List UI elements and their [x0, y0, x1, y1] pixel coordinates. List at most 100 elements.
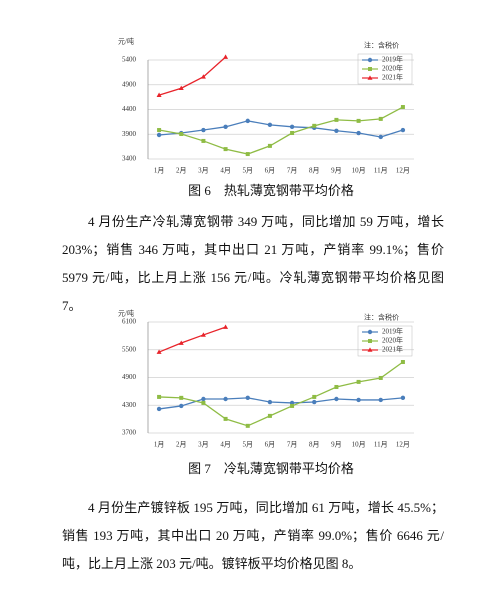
marker [245, 118, 250, 124]
marker [157, 394, 162, 399]
marker [156, 406, 162, 412]
x-tick-label: 11月 [374, 167, 388, 175]
marker [368, 67, 372, 71]
y-axis-label: 元/吨 [118, 37, 134, 46]
x-tick-label: 4月 [220, 441, 231, 449]
x-tick-label: 3月 [198, 441, 209, 449]
legend-label: 2021年 [382, 73, 403, 82]
x-tick-label: 8月 [309, 441, 320, 449]
marker [356, 130, 361, 136]
marker [378, 116, 383, 121]
y-tick-label: 4900 [122, 373, 137, 381]
marker [223, 147, 228, 152]
marker [312, 394, 317, 399]
marker [267, 413, 272, 418]
paragraph: 4 月份生产镀锌板 195 万吨，同比增加 61 万吨，增长 45.5%；销售 … [62, 500, 444, 571]
legend-label: 2020年 [382, 336, 403, 345]
marker [179, 132, 184, 137]
marker [367, 75, 373, 80]
series-line [158, 397, 403, 410]
series-line [158, 56, 227, 96]
caption: 图 7 冷轧薄宽钢带平均价格 [188, 461, 354, 476]
marker [290, 403, 295, 408]
marker [223, 396, 228, 402]
y-tick-label: 3900 [122, 130, 137, 138]
marker [367, 347, 373, 352]
x-tick-label: 2月 [176, 441, 187, 449]
x-tick-label: 2月 [176, 167, 187, 175]
marker [156, 349, 162, 354]
y-axis-label: 元/吨 [118, 309, 134, 318]
x-tick-label: 8月 [309, 167, 320, 175]
marker [245, 423, 250, 428]
marker [156, 92, 162, 97]
marker [378, 134, 383, 140]
marker [290, 131, 295, 136]
x-tick-label: 7月 [287, 167, 298, 175]
marker [378, 375, 383, 380]
x-tick-label: 3月 [198, 167, 209, 175]
y-tick-label: 4300 [122, 401, 137, 409]
marker [356, 379, 361, 384]
annotation: 注：含税价 [364, 41, 399, 50]
legend-box [357, 53, 413, 85]
x-tick-label: 6月 [265, 441, 276, 449]
marker [201, 400, 206, 405]
marker [378, 397, 383, 403]
marker [201, 138, 206, 143]
marker [356, 118, 361, 123]
x-tick-label: 5月 [243, 167, 254, 175]
series-line [158, 106, 404, 155]
x-tick-label: 11月 [374, 441, 388, 449]
x-tick-label: 6月 [265, 167, 276, 175]
marker [223, 324, 229, 329]
marker [223, 124, 228, 130]
marker [312, 123, 317, 128]
x-tick-label: 12月 [396, 441, 410, 449]
legend-box [357, 325, 413, 357]
marker [356, 397, 361, 403]
marker [334, 128, 339, 133]
legend-label: 2020年 [382, 64, 403, 73]
marker [334, 384, 339, 389]
marker [179, 403, 184, 409]
y-tick-label: 6100 [122, 318, 137, 326]
y-tick-label: 3400 [122, 155, 137, 163]
y-tick-label: 5400 [122, 56, 137, 64]
x-tick-label: 5月 [243, 441, 254, 449]
marker [312, 399, 317, 405]
marker [200, 74, 206, 79]
y-tick-label: 4400 [122, 105, 137, 113]
marker [245, 152, 250, 157]
paragraph: 4 月份生产冷轧薄宽钢带 349 万吨，同比增加 59 万吨，增长 203%；销… [62, 214, 444, 313]
marker [334, 117, 339, 122]
marker [367, 329, 373, 335]
marker [267, 122, 273, 128]
marker [267, 143, 272, 148]
x-tick-label: 9月 [331, 441, 342, 449]
legend-label: 2019年 [382, 327, 403, 336]
x-tick-label: 4月 [220, 167, 231, 175]
x-tick-label: 7月 [287, 441, 298, 449]
marker [400, 127, 406, 133]
marker [201, 127, 206, 133]
marker [400, 395, 406, 401]
marker [157, 128, 162, 133]
series-line [158, 326, 226, 353]
marker [178, 340, 184, 345]
marker [223, 54, 229, 59]
marker [400, 105, 405, 110]
x-tick-label: 10月 [352, 167, 366, 175]
legend-label: 2019年 [382, 55, 403, 64]
marker [334, 396, 339, 402]
series-line [159, 361, 404, 427]
marker [201, 396, 206, 402]
y-tick-label: 3700 [122, 429, 137, 437]
marker [156, 132, 162, 138]
x-tick-label: 1月 [154, 441, 165, 449]
y-tick-label: 4900 [122, 80, 137, 88]
marker [179, 395, 184, 400]
x-tick-label: 9月 [331, 167, 342, 175]
